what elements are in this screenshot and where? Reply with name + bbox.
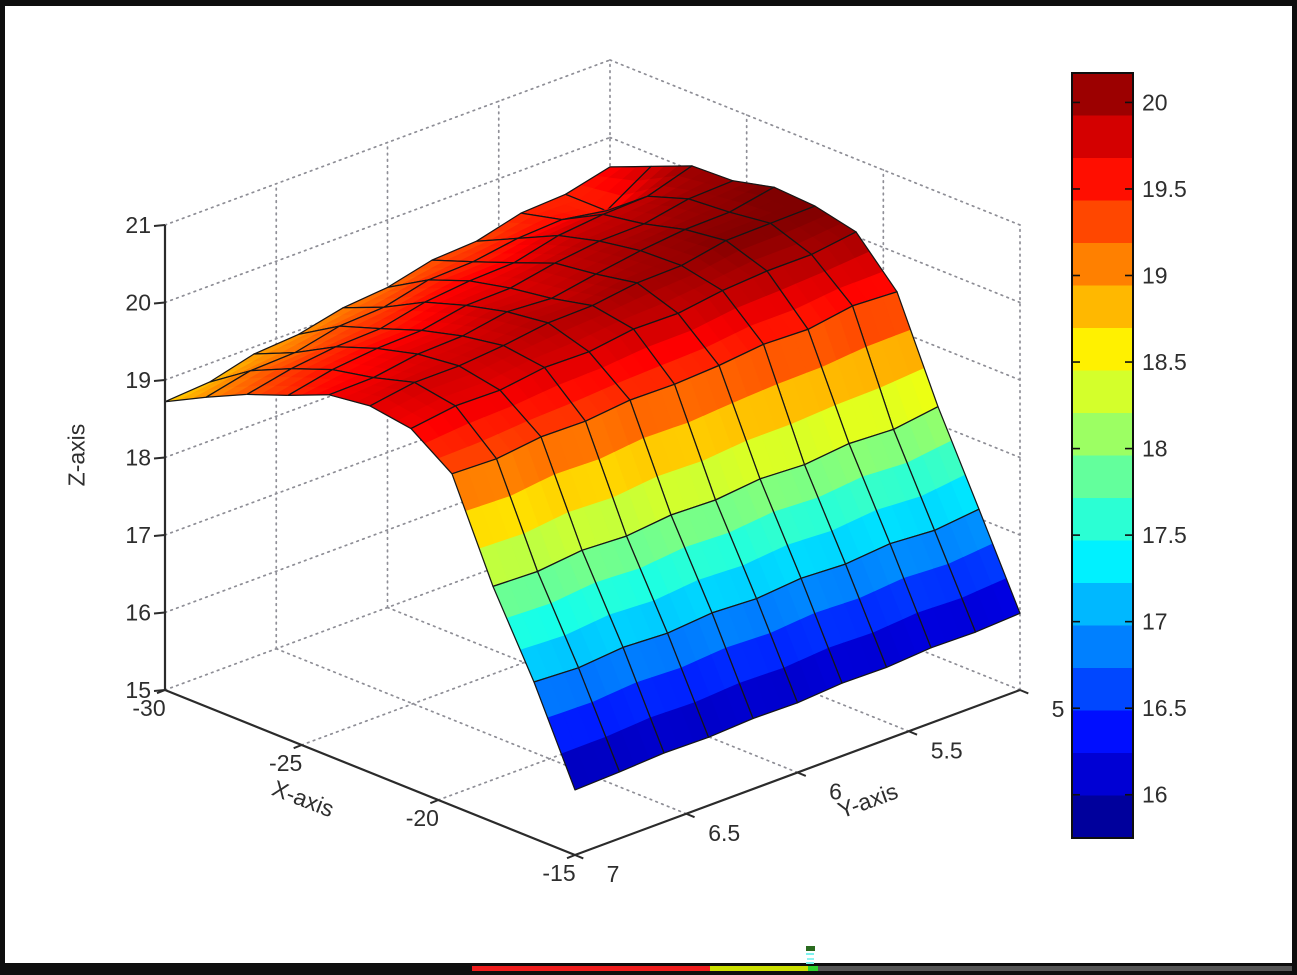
tick-labels: 15 16 17 18 19 20 21 -30 -25 -20 -15 7 6.5 6 5.5 5 <box>125 212 1064 887</box>
colorbar-tick-label-18.5: 18.5 <box>1142 349 1187 375</box>
colorbar-tick-label-16.5: 16.5 <box>1142 695 1187 721</box>
progress-yellow <box>710 966 808 971</box>
tick-label-z-15: 15 <box>125 677 151 703</box>
frame-border-right <box>1292 0 1297 975</box>
tick-label-z-17: 17 <box>125 522 151 548</box>
tick-label-z-20: 20 <box>125 290 151 316</box>
colorbar-tick-label-18: 18 <box>1142 436 1168 462</box>
colorbar: 16 16.5 17 17.5 18 18.5 19 19.5 20 <box>1071 72 1187 839</box>
tick-label-x--25: -25 <box>269 750 302 776</box>
surface-mesh <box>164 165 1021 791</box>
colorbar-tick-label-20: 20 <box>1142 89 1168 115</box>
progress-gray <box>818 966 1292 971</box>
progress-red <box>472 966 710 971</box>
glitch-mark-1 <box>806 953 814 955</box>
bottom-artifact-bar <box>0 963 1297 975</box>
frame-border-top <box>0 0 1297 6</box>
progress-green-cap <box>808 966 818 971</box>
axes <box>153 224 1029 860</box>
tick-label-y-5: 5 <box>1052 696 1065 722</box>
tick-label-y-7: 7 <box>607 861 620 887</box>
z-axis-label: Z-axis <box>63 423 90 487</box>
glitch-mark-3 <box>806 962 814 964</box>
frame-border-left <box>0 0 5 975</box>
tick-label-z-21: 21 <box>125 212 151 238</box>
tick-label-x--20: -20 <box>406 805 439 831</box>
tick-label-x--30: -30 <box>132 695 165 721</box>
tick-label-y-5.5: 5.5 <box>931 737 963 763</box>
colorbar-tick-label-16: 16 <box>1142 782 1168 808</box>
glitch-mark-2 <box>807 958 814 960</box>
tick-label-x--15: -15 <box>542 860 575 886</box>
colorbar-tick-label-19.5: 19.5 <box>1142 176 1187 202</box>
tick-label-z-19: 19 <box>125 367 151 393</box>
tick-label-y-6: 6 <box>829 779 842 805</box>
colorbar-tick-label-17.5: 17.5 <box>1142 522 1187 548</box>
colorbar-tick-label-19: 19 <box>1142 263 1168 289</box>
glitch-mark-0 <box>806 946 815 951</box>
colorbar-tick-label-17: 17 <box>1142 609 1168 635</box>
tick-label-z-16: 16 <box>125 600 151 626</box>
tick-label-y-6.5: 6.5 <box>708 820 740 846</box>
tick-label-z-18: 18 <box>125 445 151 471</box>
